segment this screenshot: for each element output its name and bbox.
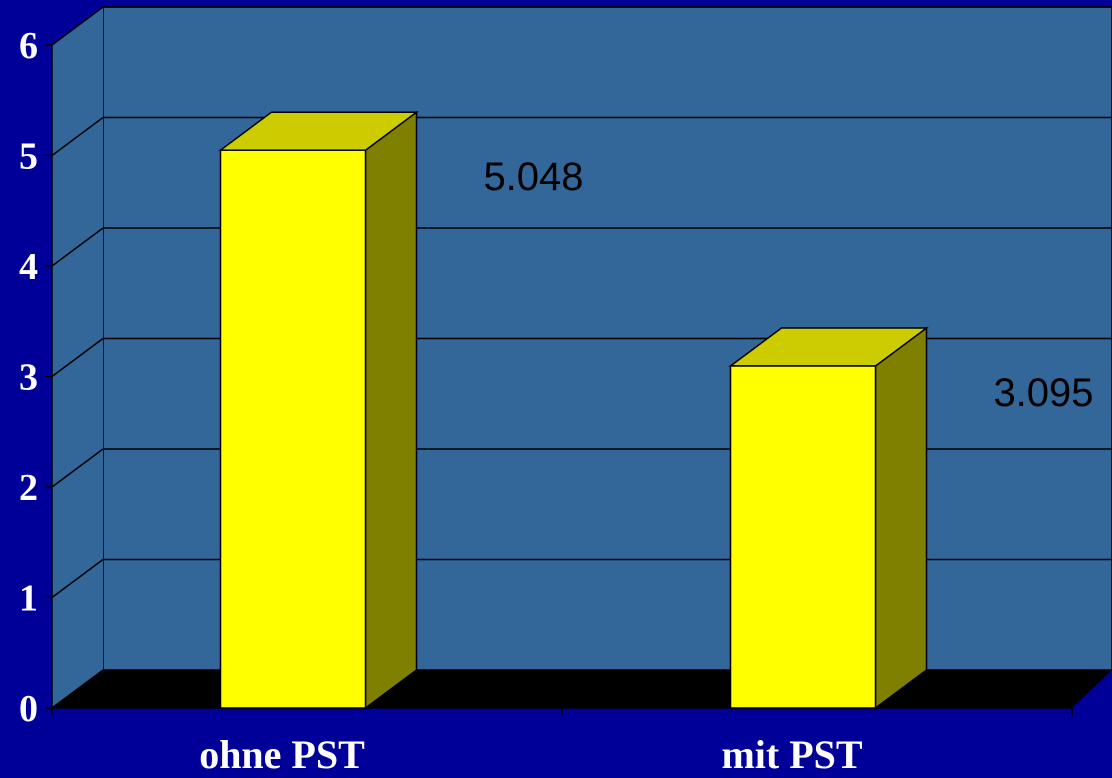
data-label: 3.095 (993, 371, 1093, 415)
bar-side-face (364, 110, 418, 710)
y-tick-label: 6 (19, 25, 38, 67)
y-tick-label: 0 (19, 688, 38, 730)
gridline-diagonal (51, 448, 104, 488)
bar-side-face (874, 326, 928, 710)
floor-plane (52, 670, 1112, 708)
category-label: mit PST (721, 732, 862, 777)
bar-2 (728, 326, 929, 710)
gridline-diagonal (51, 227, 104, 267)
labels: 0 1 2 3 4 5 6 5.048 ohne PST 3.095 mit PST (19, 25, 1094, 777)
y-tick-label: 3 (19, 357, 38, 399)
y-tick-label: 1 (19, 578, 38, 620)
y-tick-label: 5 (19, 136, 38, 178)
bars (218, 110, 929, 710)
data-label: 5.048 (483, 155, 583, 199)
plot-floor (52, 670, 1112, 708)
bar-front-face (219, 149, 367, 709)
plot-wall (52, 6, 1112, 708)
y-tick-label: 4 (19, 246, 38, 288)
gridline-diagonal (51, 337, 104, 378)
gridline-diagonal (51, 6, 104, 46)
y-tick-label: 2 (19, 467, 38, 509)
bar-front-face (729, 365, 877, 709)
gridline-diagonal (51, 116, 104, 157)
gridline-diagonal (51, 558, 104, 599)
bar-1 (218, 110, 419, 710)
category-label: ohne PST (199, 732, 365, 777)
gridline-diagonal (51, 669, 104, 709)
